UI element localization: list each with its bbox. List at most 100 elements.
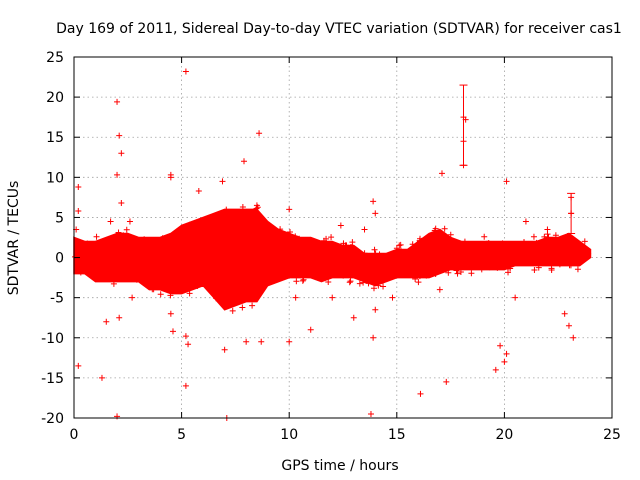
band-marker [297,261,304,268]
band-marker [287,232,294,239]
band-marker [406,263,413,270]
band-marker [370,285,377,292]
band-marker [320,237,327,244]
band-marker [432,271,439,278]
y-tick-label: -10 [41,331,64,347]
data-point [292,294,299,301]
band-marker [128,256,135,263]
band-marker [388,266,395,273]
band-marker [219,281,226,288]
band-marker [531,267,538,274]
band-marker [371,246,378,253]
x-axis-label: GPS time / hours [281,458,398,474]
plot-frame [73,56,613,419]
band-marker [235,293,242,300]
band-marker [431,243,438,250]
band-marker [140,238,147,245]
band-marker [542,236,549,243]
band-marker [349,239,356,246]
band-marker [523,242,530,249]
band-marker [494,246,501,253]
band-marker [411,245,418,252]
band-marker [535,242,542,249]
band-marker [138,257,145,264]
band-marker [521,238,528,245]
band-marker [416,273,423,280]
data-point [75,183,82,190]
data-point [438,170,445,177]
band-marker [468,270,475,277]
band-marker [535,264,542,271]
data-point [389,294,396,301]
band-marker [187,272,194,279]
data-point [372,306,379,313]
data-point [329,294,336,301]
band-marker [583,252,590,259]
band-marker [340,240,347,247]
band-marker [74,258,81,265]
band-marker [81,252,88,259]
band-marker [477,242,484,249]
data-point [195,187,202,194]
band-marker [479,260,486,267]
band-marker [454,270,461,277]
y-tick-label: -5 [50,291,64,307]
band-marker [436,236,443,243]
band-marker [486,245,493,252]
band-marker [167,292,174,299]
y-tick-label: 0 [55,251,64,267]
band-marker [343,242,350,249]
band-marker [175,286,182,293]
band-marker [420,257,427,264]
band-marker [116,253,123,260]
band-marker [366,254,373,261]
band-marker [285,259,292,266]
data-point [460,138,467,145]
band-marker [111,275,118,282]
band-marker [558,258,565,265]
band-marker [511,250,518,257]
band-marker [461,238,468,245]
data-point [337,222,344,229]
band-marker [554,238,561,245]
band-marker [396,242,403,249]
data-point [75,208,82,215]
y-tick-label: -20 [41,411,64,427]
band-marker [530,233,537,240]
band-marker [115,229,122,236]
band-marker [369,272,376,279]
band-marker [352,248,359,255]
band-marker [239,304,246,311]
band-marker [548,250,555,257]
band-marker [234,257,241,264]
data-point [492,366,499,373]
band-marker [84,240,91,247]
data-point [361,226,368,233]
band-marker [219,253,226,260]
x-tick-label: 0 [70,427,79,443]
band-marker [237,216,244,223]
band-marker [248,263,255,270]
band-marker [508,260,515,267]
band-marker [116,269,123,276]
band-marker [84,267,91,274]
data-point [501,358,508,365]
band-marker [96,275,103,282]
band-marker [228,221,235,228]
band-marker [310,262,317,269]
band-marker [415,279,422,286]
band-marker [78,247,85,254]
band-marker [528,258,535,265]
band-marker [376,263,383,270]
band-marker [407,268,414,275]
data-point [258,338,265,345]
band-marker [432,225,439,232]
band-marker [120,232,127,239]
band-marker [450,247,457,254]
data-point [221,346,228,353]
data-point [185,341,192,348]
band-marker [93,263,100,270]
data-point [286,206,293,213]
band-marker [144,240,151,247]
band-marker [173,243,180,250]
